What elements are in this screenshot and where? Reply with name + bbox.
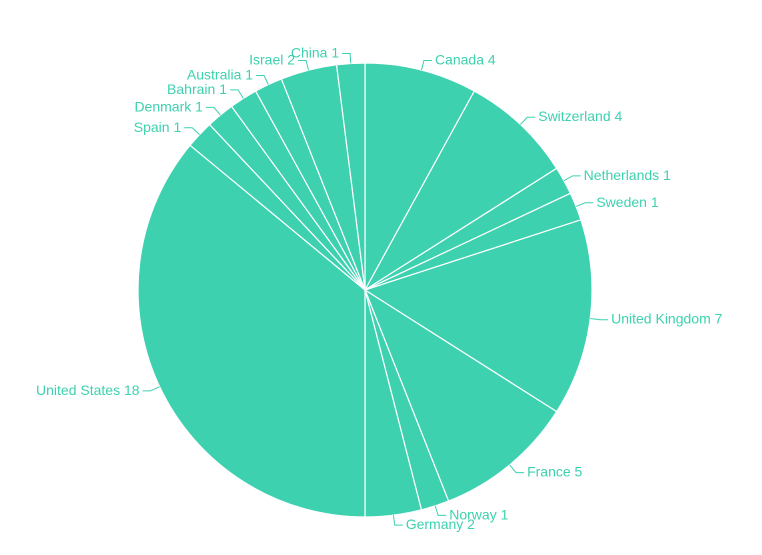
leader-line xyxy=(590,317,609,321)
leader-line xyxy=(509,464,525,474)
slice-label-value: 1 xyxy=(663,167,671,183)
slice-label: Switzerland 4 xyxy=(538,108,622,124)
slice-label-name: Netherlands xyxy=(584,167,660,183)
slice-label-value: 1 xyxy=(173,118,181,134)
slice-label-name: United States xyxy=(36,382,120,398)
slice-label-name: Israel xyxy=(249,51,283,67)
slice-label-name: France xyxy=(527,463,571,479)
slice-label-name: United Kingdom xyxy=(611,310,711,326)
pie-slice xyxy=(364,62,476,291)
leader-line xyxy=(392,515,403,526)
slice-label-name: Denmark xyxy=(134,98,192,114)
slice-label: Denmark 1 xyxy=(134,98,203,114)
slice-label: Netherlands 1 xyxy=(584,167,671,183)
slice-label: Australia 1 xyxy=(187,66,253,82)
leader-line xyxy=(256,75,269,85)
slice-label-value: 7 xyxy=(715,310,723,326)
slice-label-value: 4 xyxy=(615,108,623,124)
slice-label-name: Canada xyxy=(435,51,484,67)
slice-label: United Kingdom 7 xyxy=(611,310,723,326)
pie-slice xyxy=(363,288,558,502)
slice-label-name: Switzerland xyxy=(538,108,610,124)
slice-label: Sweden 1 xyxy=(596,193,658,209)
slice-label: Bahrain 1 xyxy=(167,81,227,97)
leader-line xyxy=(520,116,536,125)
slice-label: France 5 xyxy=(527,463,582,479)
slice-label-value: 2 xyxy=(467,516,475,532)
slice-label: Germany 2 xyxy=(406,516,475,532)
slice-label-value: 5 xyxy=(575,463,583,479)
leader-line xyxy=(563,175,581,182)
slice-label: Spain 1 xyxy=(134,118,182,134)
leader-line xyxy=(184,127,200,135)
slice-label-value: 1 xyxy=(501,506,509,522)
leader-line xyxy=(142,386,160,392)
slice-label-name: Germany xyxy=(406,516,464,532)
leader-line xyxy=(342,52,352,64)
slice-label-name: Bahrain xyxy=(167,81,215,97)
slice-label-value: 1 xyxy=(219,81,227,97)
slice-label-value: 1 xyxy=(331,44,339,60)
leader-line xyxy=(298,59,310,71)
slice-label: Canada 4 xyxy=(435,51,496,67)
leader-line xyxy=(230,89,244,99)
slice-label-name: Sweden xyxy=(596,193,647,209)
slice-label: United States 18 xyxy=(36,382,140,398)
slice-label: China 1 xyxy=(291,44,339,60)
leader-line xyxy=(575,202,594,207)
slice-label-name: China xyxy=(291,44,328,60)
leader-line xyxy=(205,106,221,116)
slice-label-value: 2 xyxy=(287,51,295,67)
pie-slice xyxy=(137,144,366,518)
slice-label: Israel 2 xyxy=(249,51,295,67)
slice-label-name: Australia xyxy=(187,66,242,82)
slice-label-value: 1 xyxy=(245,66,253,82)
leader-line xyxy=(420,59,432,71)
slice-label-name: Spain xyxy=(134,118,170,134)
pie-slice xyxy=(364,90,558,291)
slice-label-name: Norway xyxy=(449,506,496,522)
slice-label-value: 1 xyxy=(195,98,203,114)
slice-label-value: 4 xyxy=(488,51,496,67)
slice-label-value: 18 xyxy=(124,382,140,398)
slice-label: Norway 1 xyxy=(449,506,508,522)
slice-label-value: 1 xyxy=(651,193,659,209)
leader-line xyxy=(434,505,447,516)
